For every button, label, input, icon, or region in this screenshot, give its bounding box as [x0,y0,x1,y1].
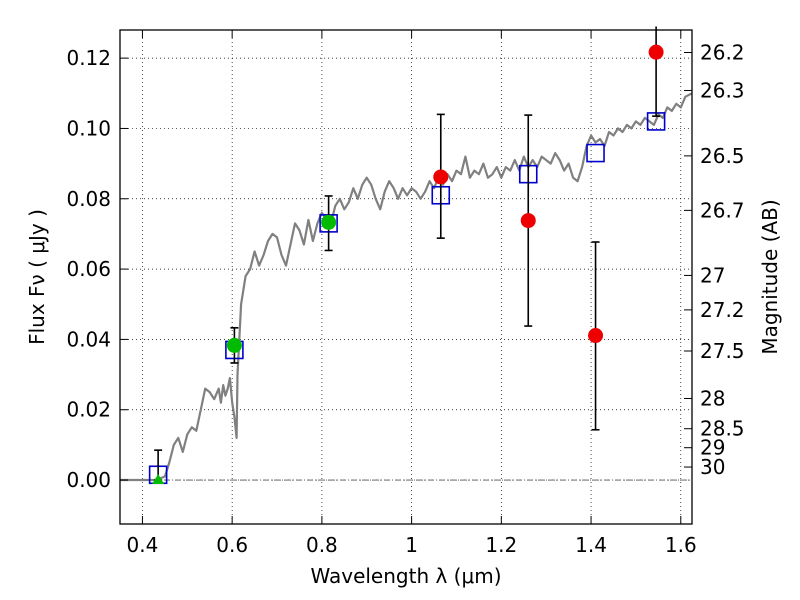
x-tick-label: 1.2 [485,533,517,557]
data-points [152,44,664,485]
spectrum-line [120,92,693,482]
detection-point [226,337,242,353]
measurement-point [520,213,536,229]
right-tick-label: 26.5 [700,144,745,168]
y-tick-label: 0.08 [66,187,111,211]
plot-background [120,30,692,524]
x-tick-label: 0.6 [216,533,248,557]
detection-point [321,214,337,230]
y-tick-label: 0.10 [66,116,111,140]
measurement-point [433,169,449,185]
x-tick-label: 1 [405,533,418,557]
x-tick-label: 0.8 [306,533,338,557]
y-axis-title: Flux Fν ( μJy ) [25,209,49,345]
right-tick-label: 27.5 [700,339,745,363]
model-photometry-square [586,143,605,163]
y-tick-label: 0.04 [66,327,111,351]
y-tick-label: 0.06 [66,257,111,281]
x-axis-title: Wavelength λ (μm) [310,564,501,588]
right-axis-title: Magnitude (AB) [758,199,782,354]
measurement-point [588,328,604,344]
plot-frame [119,29,693,525]
right-tick-label: 29 [700,436,725,460]
right-tick-label: 30 [700,455,725,479]
plot-area [120,30,692,524]
y-tick-label: 0.12 [66,46,111,70]
model-spectrum [120,92,693,482]
y-tick-label: 0.02 [66,398,111,422]
y-tick-label: 0.00 [66,468,111,492]
upper-limit-marker [152,474,165,485]
axes-frame [119,29,693,525]
x-axis-ticks: 0.4 0.6 0.8 1 1.2 1.4 1.6 [127,30,697,557]
x-tick-label: 1.6 [665,533,697,557]
x-tick-label: 1.4 [575,533,607,557]
right-tick-label: 27.2 [700,298,745,322]
right-tick-label: 26.3 [700,78,745,102]
right-tick-label: 26.7 [700,198,745,222]
right-tick-label: 28 [700,386,725,410]
x-tick-label: 0.4 [127,533,159,557]
y-axis-ticks: 0.00 0.02 0.04 0.06 0.08 0.10 0.12 [66,46,128,492]
right-tick-label: 28.5 [700,417,745,441]
measurement-point [648,44,664,60]
right-tick-label: 27 [700,263,725,287]
right-tick-label: 26.2 [700,41,745,65]
